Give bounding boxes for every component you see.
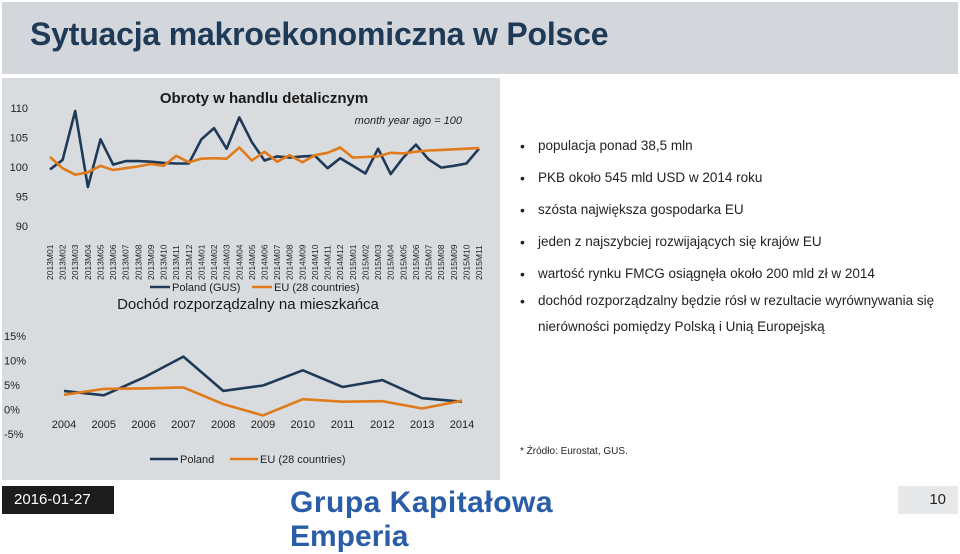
chart2-ytick-label: 10%	[4, 356, 26, 368]
chart1-xtick-label: 2013M08	[133, 244, 143, 280]
chart2-xtick-label: 2004	[52, 419, 76, 431]
chart1-xtick-label: 2014M04	[234, 244, 244, 280]
company-logo: Grupa Kapitałowa Emperia	[290, 486, 670, 553]
chart1-xtick-label: 2014M10	[310, 244, 320, 280]
chart1-xtick-label: 2013M06	[108, 244, 118, 280]
chart1-xtick-label: 2014M03	[222, 244, 232, 280]
chart1-title: Obroty w handlu detalicznym	[160, 90, 368, 107]
chart1-xtick-label: 2015M06	[411, 244, 421, 280]
chart2-ytick-label: 15%	[4, 331, 26, 343]
chart1-xtick-label: 2013M07	[121, 244, 131, 280]
chart2-xtick-label: 2009	[251, 419, 275, 431]
chart1-xtick-label: 2013M02	[58, 244, 68, 280]
key-fact-item: populacja ponad 38,5 mln	[520, 138, 958, 154]
chart2-legend-label: Poland	[180, 454, 214, 466]
chart2-series-line-poland	[63, 355, 463, 403]
slide-footer	[0, 484, 960, 540]
charts-panel: Obroty w handlu detalicznym month year ag…	[2, 78, 500, 480]
chart2-title: Dochód rozporządzalny na mieszkańca	[117, 296, 379, 313]
chart1-ytick-label: 110	[10, 103, 28, 115]
chart1-xtick-label: 2013M12	[184, 244, 194, 280]
chart2-xtick-label: 2007	[171, 419, 195, 431]
chart2-xtick-label: 2010	[291, 419, 315, 431]
key-fact-item: szósta największa gospodarka EU	[520, 202, 958, 218]
chart1-xtick-label: 2015M08	[436, 244, 446, 280]
chart2-xtick-label: 2012	[370, 419, 394, 431]
chart2-series-line-eu	[63, 386, 463, 417]
key-fact-item: wartość rynku FMCG osiągnęła około 200 m…	[520, 266, 958, 282]
chart1-xtick-label: 2015M09	[449, 244, 459, 280]
chart1-xtick-label: 2014M11	[323, 245, 333, 280]
chart1-xtick-label: 2015M07	[424, 244, 434, 280]
chart1-ytick-label: 100	[10, 162, 28, 174]
chart2-xtick-label: 2006	[131, 419, 155, 431]
chart1-xtick-label: 2013M05	[95, 244, 105, 280]
slide-title: Sytuacja makroekonomiczna w Polsce	[30, 16, 609, 52]
chart2-ytick-label: -5%	[4, 429, 24, 441]
key-fact-item: PKB około 545 mld USD w 2014 roku	[520, 170, 958, 186]
chart1-xtick-label: 2014M12	[335, 244, 345, 280]
chart1-xtick-label: 2014M01	[196, 244, 206, 280]
chart1-legend-label: EU (28 countries)	[274, 282, 360, 294]
chart1-xtick-label: 2013M09	[146, 244, 156, 280]
chart1-ytick-label: 90	[16, 221, 28, 233]
chart1-xtick-label: 2015M02	[360, 244, 370, 280]
chart1-xtick-label: 2013M10	[159, 244, 169, 280]
chart1-xtick-label: 2014M07	[272, 244, 282, 280]
chart1-xtick-label: 2015M04	[386, 244, 396, 280]
source-note: * Źródło: Eurostat, GUS.	[520, 446, 628, 457]
chart1-subtitle: month year ago = 100	[355, 115, 463, 127]
key-facts-panel: populacja ponad 38,5 mln PKB około 545 ml…	[504, 78, 958, 480]
chart2-xtick-label: 2014	[450, 419, 474, 431]
chart2-ytick-label: 0%	[4, 405, 20, 417]
chart1-xtick-label: 2013M01	[45, 244, 55, 280]
chart2-xtick-label: 2011	[331, 419, 355, 431]
chart1-xtick-label: 2014M02	[209, 244, 219, 280]
date-badge: 2016-01-27	[2, 486, 114, 514]
chart1-xtick-label: 2014M05	[247, 244, 257, 280]
chart1-xtick-label: 2015M10	[461, 244, 471, 280]
slide-header: Sytuacja makroekonomiczna w Polsce	[2, 2, 958, 74]
key-fact-item: dochód rozporządzalny będzie rósł w rezu…	[520, 288, 958, 340]
chart2-legend-label: EU (28 countries)	[260, 454, 346, 466]
logo-text-brand: Emperia	[290, 520, 409, 553]
charts-svg: Obroty w handlu detalicznym month year ag…	[4, 90, 484, 466]
chart2-xtick-label: 2013	[410, 419, 434, 431]
chart2-xtick-label: 2008	[211, 419, 235, 431]
chart1-xtick-label: 2015M11	[474, 245, 484, 280]
chart2-xtick-label: 2005	[92, 419, 116, 431]
chart1-xtick-label: 2014M09	[297, 244, 307, 280]
chart1-xtick-label: 2015M05	[398, 244, 408, 280]
chart1-xtick-label: 2013M03	[70, 244, 80, 280]
chart1-ytick-label: 95	[16, 192, 28, 204]
chart1-xtick-label: 2013M11	[171, 245, 181, 280]
chart1-xtick-label: 2014M06	[260, 244, 270, 280]
chart1-legend-label: Poland (GUS)	[172, 282, 240, 294]
key-facts-list: populacja ponad 38,5 mln PKB około 545 ml…	[520, 138, 958, 340]
chart1-ytick-label: 105	[10, 133, 28, 145]
chart1-series-line-eu	[49, 146, 480, 176]
page-number: 10	[898, 486, 958, 514]
chart1-xtick-label: 2015M01	[348, 244, 358, 280]
chart2-ytick-label: 5%	[4, 380, 20, 392]
logo-text-group: Grupa Kapitałowa	[290, 486, 554, 519]
chart1-xtick-label: 2015M03	[373, 244, 383, 280]
chart1-xtick-label: 2014M08	[285, 244, 295, 280]
chart1-xtick-label: 2013M04	[83, 244, 93, 280]
key-fact-item: jeden z najszybciej rozwijających się kr…	[520, 234, 958, 250]
